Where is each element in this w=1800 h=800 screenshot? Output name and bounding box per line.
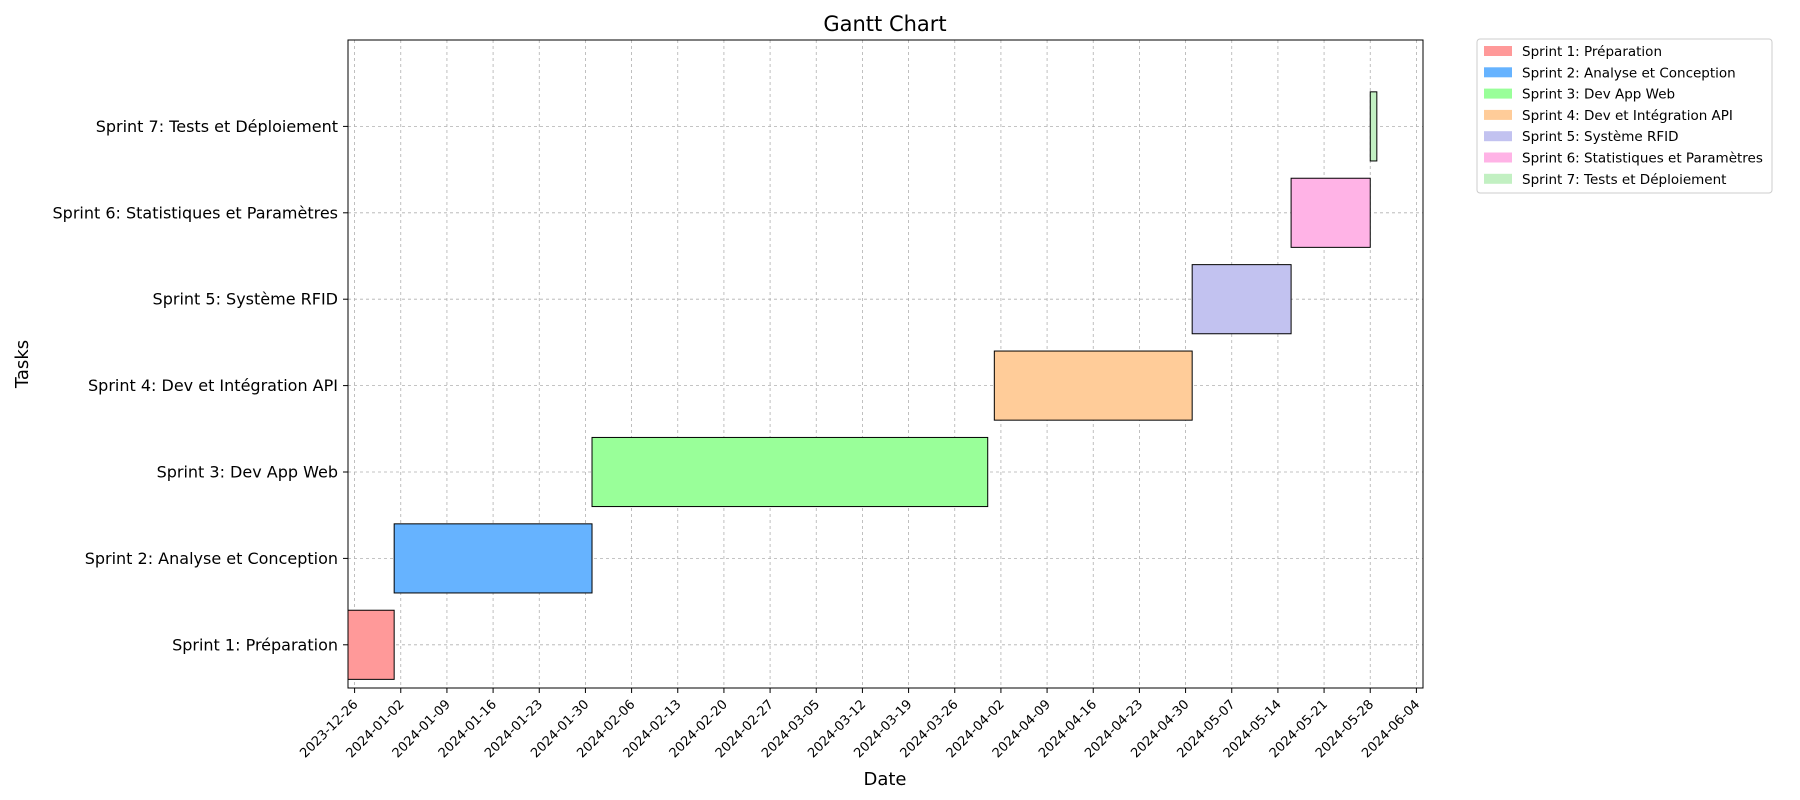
bars-layer: [347, 91, 1378, 680]
legend-frame: [1476, 38, 1773, 194]
legend-label: Sprint 3: Dev App Web: [1522, 87, 1675, 103]
legend-label: Sprint 4: Dev et Intégration API: [1522, 108, 1733, 124]
legend-label: Sprint 1: Préparation: [1522, 44, 1662, 60]
legend-swatch: [1484, 173, 1512, 184]
y-tick-label: Sprint 6: Statistiques et Paramètres: [53, 203, 339, 222]
legend-swatch: [1484, 88, 1512, 99]
task-bar: [1290, 177, 1371, 248]
legend-label: Sprint 7: Tests et Déploiement: [1522, 172, 1726, 188]
y-tick-label: Sprint 3: Dev App Web: [157, 463, 338, 482]
task-bar: [591, 436, 989, 508]
task-bar: [393, 523, 593, 594]
y-axis-ticks: Sprint 1: Préparation Sprint 2: Analyse e…: [53, 117, 348, 654]
legend: Sprint 1: Préparation Sprint 2: Analyse e…: [1476, 38, 1773, 194]
legend-label: Sprint 5: Système RFID: [1522, 129, 1678, 145]
chart-title: Gantt Chart: [823, 12, 946, 36]
y-tick-label: Sprint 4: Dev et Intégration API: [88, 376, 338, 395]
task-bar: [347, 609, 395, 680]
y-tick-label: Sprint 5: Système RFID: [153, 290, 338, 309]
y-tick-label: Sprint 1: Préparation: [172, 635, 338, 654]
y-tick-label: Sprint 2: Analyse et Conception: [85, 549, 338, 568]
legend-swatch: [1484, 46, 1512, 56]
y-tick-label: Sprint 7: Tests et Déploiement: [96, 117, 338, 136]
legend-label: Sprint 6: Statistiques et Paramètres: [1522, 151, 1763, 167]
task-bar: [1191, 264, 1292, 335]
y-axis-title: Tasks: [12, 340, 33, 389]
legend-label: Sprint 2: Analyse et Conception: [1522, 65, 1736, 81]
plot-frame: [347, 39, 1424, 689]
legend-swatch: [1484, 131, 1512, 142]
task-bar: [1369, 91, 1378, 162]
x-axis-title: Date: [863, 769, 906, 790]
legend-swatch: [1484, 67, 1512, 78]
legend-swatch: [1484, 152, 1512, 163]
task-bar: [993, 350, 1193, 421]
x-axis-ticks: 2023-12-262024-01-022024-01-092024-01-16…: [297, 688, 1423, 761]
legend-swatch: [1484, 109, 1512, 120]
